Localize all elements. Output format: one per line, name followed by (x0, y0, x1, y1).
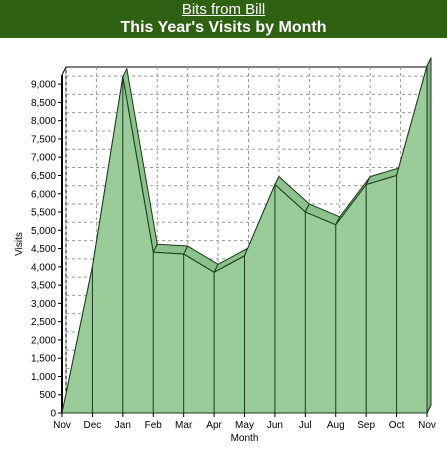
y-tick-label: 2,500 (31, 317, 56, 328)
x-tick-label: Nov (418, 420, 436, 431)
x-tick-label: Aug (327, 420, 345, 431)
chart-title: This Year's Visits by Month (120, 19, 327, 36)
y-tick-label: 9,000 (31, 80, 56, 91)
y-tick-label: 3,500 (31, 281, 56, 292)
y-tick-label: 5,500 (31, 208, 56, 219)
x-tick-label: Jan (115, 420, 131, 431)
x-tick-label: Oct (389, 420, 405, 431)
x-tick-label: Mar (175, 420, 193, 431)
y-tick-label: 0 (50, 409, 56, 420)
y-tick-label: 5,000 (31, 226, 56, 237)
y-tick-label: 8,500 (31, 98, 56, 109)
y-tick-label: 2,000 (31, 335, 56, 346)
area-end-face (426, 57, 432, 414)
y-tick-label: 4,000 (31, 262, 56, 273)
y-tick-label: 1,500 (31, 354, 56, 365)
visits-area-chart: 0 500 1,000 1,500 2,000 2,500 3,000 3,500 4,000 4… (14, 57, 436, 444)
y-tick-label: 7,500 (31, 134, 56, 145)
x-tick-label: Sep (357, 420, 375, 431)
y-tick-label: 7,000 (31, 153, 56, 164)
y-axis-title: Visits (14, 232, 25, 256)
x-axis-title: Month (231, 433, 259, 444)
x-tick-label: May (235, 420, 254, 431)
axis-depth-edge (61, 66, 67, 76)
y-tick-label: 500 (39, 390, 56, 401)
y-tick-label: 4,500 (31, 244, 56, 255)
x-tick-label: Nov (53, 420, 71, 431)
x-tick-label: Dec (84, 420, 102, 431)
y-tick-label: 8,000 (31, 116, 56, 127)
x-tick-label: Feb (145, 420, 163, 431)
y-tick-label: 3,000 (31, 299, 56, 310)
x-tick-label: Apr (206, 420, 222, 431)
y-tick-label: 6,500 (31, 171, 56, 182)
y-tick-label: 6,000 (31, 189, 56, 200)
y-tick-label: 1,000 (31, 372, 56, 383)
chart-header: Bits from Bill This Year's Visits by Mon… (0, 0, 447, 38)
x-tick-label: Jul (299, 420, 312, 431)
x-tick-label: Jun (267, 420, 283, 431)
site-title-link[interactable]: Bits from Bill (181, 1, 266, 18)
